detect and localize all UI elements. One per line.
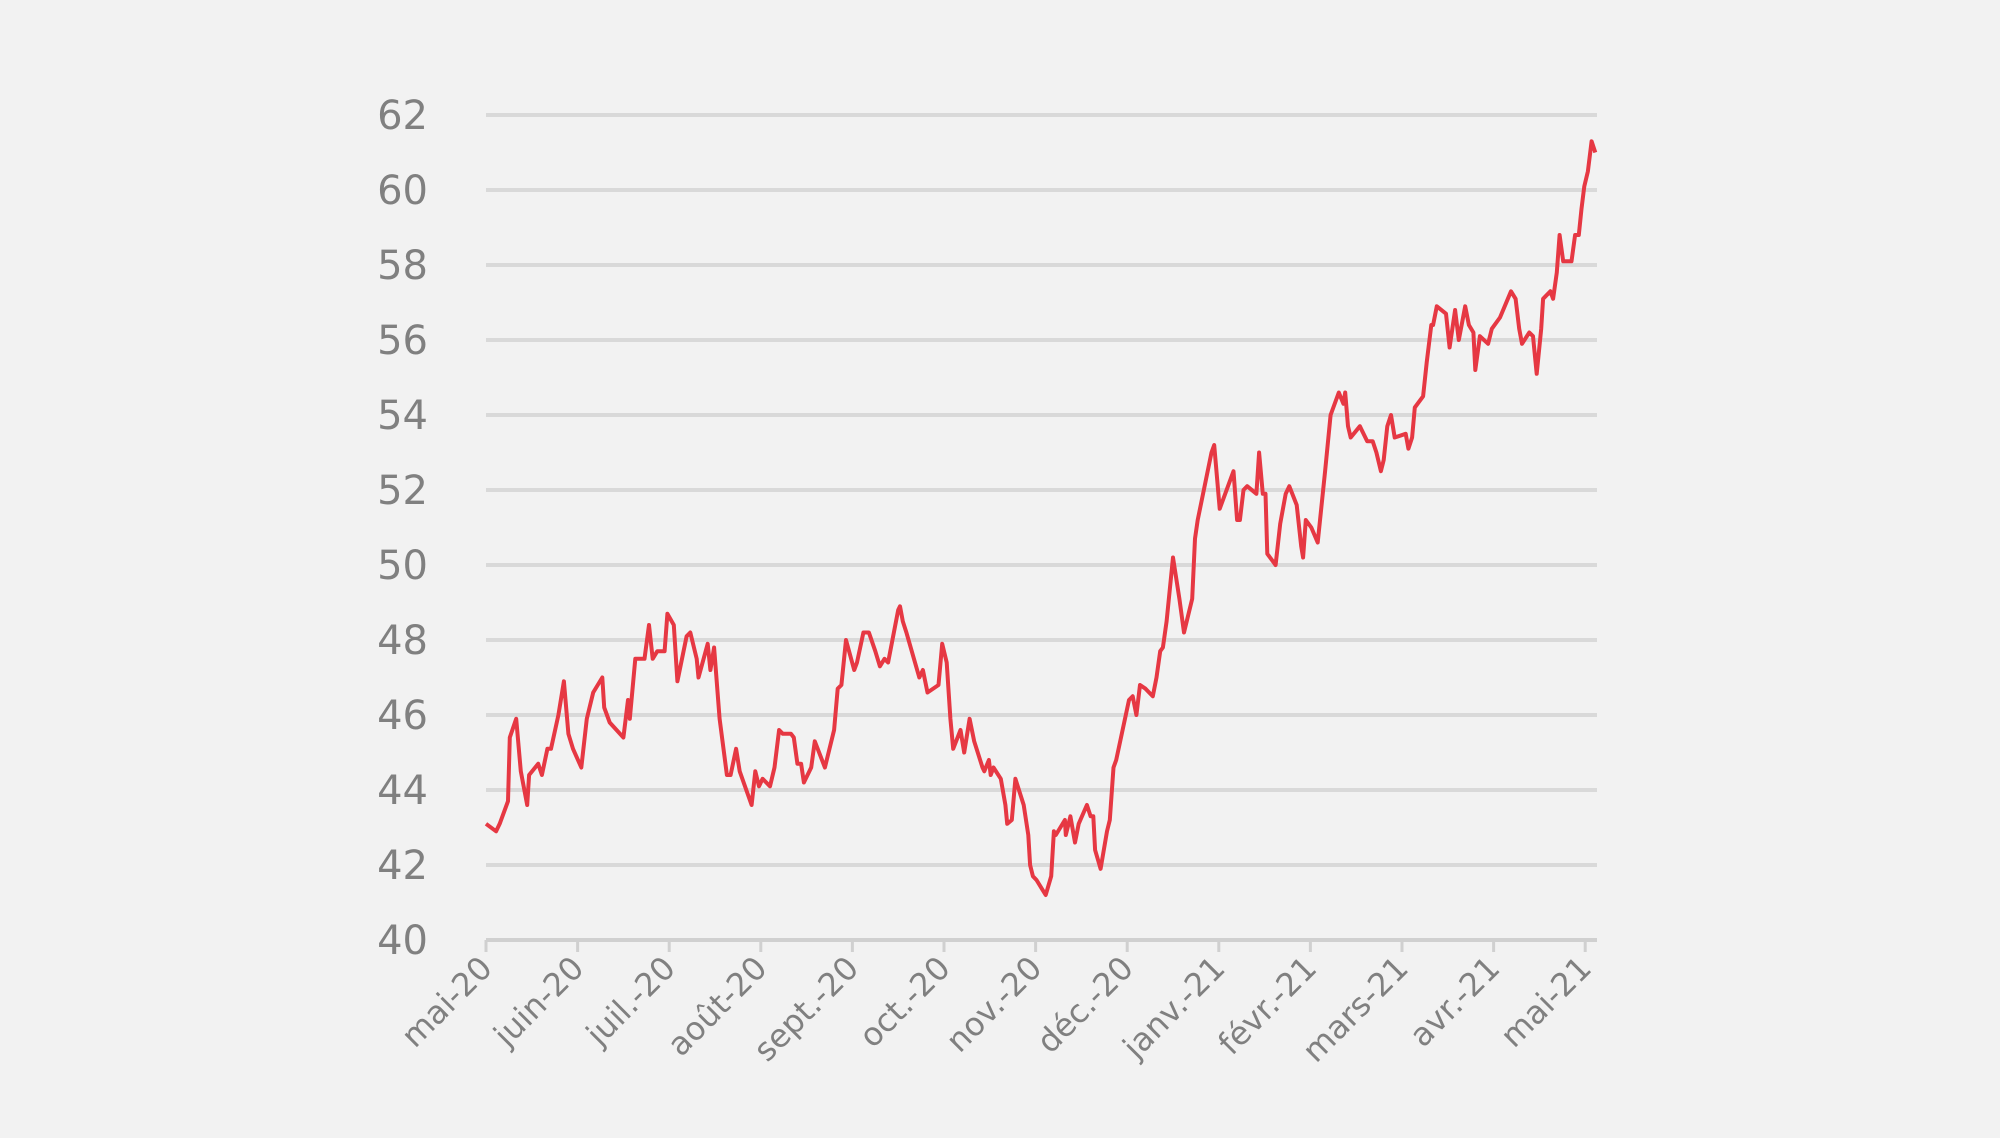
y-tick-label: 46 bbox=[377, 693, 428, 739]
y-tick-label: 62 bbox=[377, 93, 428, 139]
y-tick-label: 50 bbox=[377, 543, 428, 589]
y-tick-label: 56 bbox=[377, 318, 428, 364]
y-tick-label: 40 bbox=[377, 918, 428, 964]
y-tick-label: 44 bbox=[377, 768, 428, 814]
y-axis-tick-labels: 40 42 44 46 48 50 52 54 56 58 60 62 bbox=[377, 93, 428, 964]
gridlines bbox=[486, 113, 1597, 942]
series-group bbox=[484, 139, 1598, 897]
y-tick-label: 58 bbox=[377, 243, 428, 289]
series-line-price bbox=[484, 139, 1598, 897]
y-tick-label: 52 bbox=[377, 468, 428, 514]
x-axis bbox=[484, 940, 1587, 952]
y-tick-label: 54 bbox=[377, 393, 428, 439]
y-tick-label: 60 bbox=[377, 168, 428, 214]
y-tick-label: 42 bbox=[377, 843, 428, 889]
y-tick-label: 48 bbox=[377, 618, 428, 664]
